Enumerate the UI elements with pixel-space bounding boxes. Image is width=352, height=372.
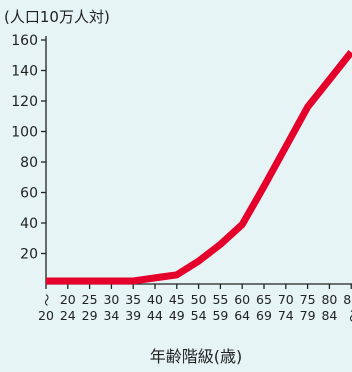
y-tick-label: 120 xyxy=(11,94,38,110)
x-tick-label-bottom: 79 xyxy=(300,308,316,323)
x-tick-label-top: 35 xyxy=(125,292,141,307)
x-tick-label-bottom: 74 xyxy=(278,308,294,323)
y-tick-label: 100 xyxy=(11,125,38,141)
x-tick-label-top: 55 xyxy=(212,292,228,307)
y-tick-label: 160 xyxy=(11,33,38,49)
x-tick-label-top: 80 xyxy=(321,292,337,307)
y-tick-label: 40 xyxy=(20,216,38,232)
x-tick-label-bottom: 64 xyxy=(234,308,250,323)
x-tick-label-top: 〜 xyxy=(39,294,54,307)
x-tick-label-top: 25 xyxy=(82,292,98,307)
x-tick-label-bottom: 〜 xyxy=(344,310,352,323)
x-tick-label-bottom: 44 xyxy=(147,308,163,323)
x-tick-label-bottom: 84 xyxy=(321,308,337,323)
y-tick-label: 80 xyxy=(20,155,38,171)
x-tick-label-bottom: 34 xyxy=(103,308,119,323)
x-tick-label-top: 85 xyxy=(343,292,352,307)
y-tick-label: 60 xyxy=(20,186,38,202)
x-tick-label-top: 30 xyxy=(103,292,119,307)
x-tick-label-top: 70 xyxy=(278,292,294,307)
x-tick-label-top: 60 xyxy=(234,292,250,307)
x-tick-label-bottom: 24 xyxy=(60,308,76,323)
y-tick-label: 20 xyxy=(20,247,38,263)
axes xyxy=(45,36,352,285)
x-tick-label-top: 45 xyxy=(169,292,185,307)
x-axis-label: 年齢階級(歳) xyxy=(150,347,243,366)
series-group xyxy=(45,50,352,285)
x-tick-label-bottom: 54 xyxy=(191,308,207,323)
x-tick-label-top: 65 xyxy=(256,292,272,307)
x-tick-label-top: 40 xyxy=(147,292,163,307)
x-tick-label-bottom: 59 xyxy=(212,308,228,323)
series-line xyxy=(46,50,352,285)
x-tick-label-bottom: 69 xyxy=(256,308,272,323)
y-tick-label: 140 xyxy=(11,64,38,80)
x-tick-label-top: 20 xyxy=(60,292,76,307)
x-tick-label-top: 50 xyxy=(191,292,207,307)
y-axis-label: (人口10万人対) xyxy=(4,8,110,26)
x-tick-label-top: 75 xyxy=(300,292,316,307)
x-tick-label-bottom: 39 xyxy=(125,308,141,323)
x-tick-label-bottom: 49 xyxy=(169,308,185,323)
x-tick-label-bottom: 20 xyxy=(38,308,54,323)
x-tick-label-bottom: 29 xyxy=(82,308,98,323)
x-ticks: 〜202024252930343539404445495054555960646… xyxy=(38,284,352,323)
y-ticks: 20 40 60 80 100 120 140 160 xyxy=(11,33,46,263)
